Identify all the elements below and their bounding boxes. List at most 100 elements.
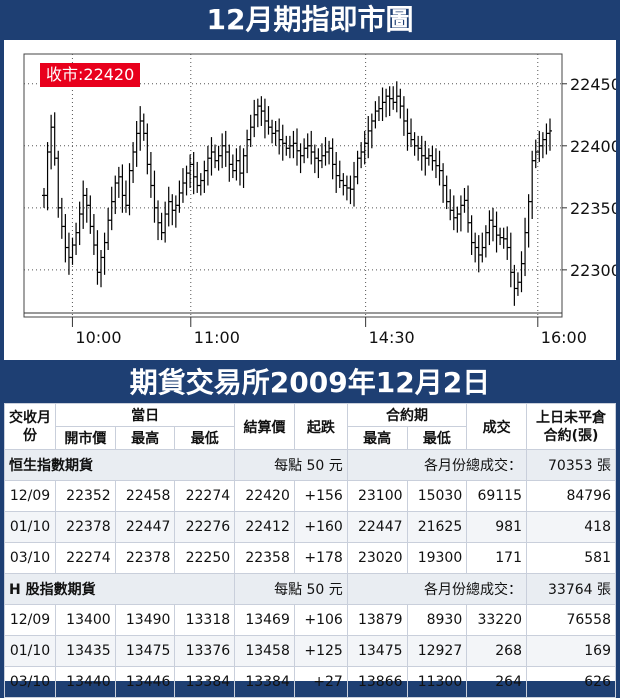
table-row: 03/10 13440 13446 13384 13384 +27 13866 11300 26… [4,666,616,698]
section-row: H 股指數期貨 每點 50 元各月份總成交： 33764 張 [3,573,616,605]
header-open-interest: 上日未平倉合約(張) [526,403,616,450]
table-cell: 23100 [346,480,408,512]
table-cell: 22250 [174,542,236,574]
table-row: 01/10 22378 22447 22276 22412 +160 22447 21625 9… [4,511,616,543]
table-cell: 13384 [174,666,236,698]
table-cell: 69115 [466,480,527,512]
header-contract-low: 最低 [406,426,468,450]
table-cell: 13435 [55,635,116,667]
section-row: 恒生指數期貨 每點 50 元各月份總成交： 70353 張 [3,449,616,481]
table-cell: +106 [293,604,348,636]
table-cell: 22274 [55,542,116,574]
table-cell: +125 [293,635,348,667]
table-cell: +27 [293,666,348,698]
chart-panel: 22450 22400 22350 22300 10:00 11:00 14:30 16:00… [4,40,616,360]
table-cell: 22358 [234,542,295,574]
table-cell: 13446 [114,666,176,698]
x-tick-label: 11:00 [194,328,240,347]
table-cell: 22412 [234,511,295,543]
header-contract-high: 最高 [346,426,408,450]
x-tick-label: 14:30 [369,328,415,347]
table-cell: 33220 [466,604,527,636]
table-cell: 264 [466,666,527,698]
table-cell: +178 [293,542,348,574]
table-cell: 12/09 [4,480,56,512]
table-cell: 626 [526,666,616,698]
table-cell: 22274 [174,480,236,512]
table-cell: 13458 [234,635,295,667]
section-point-value: 每點 50 元 [234,573,348,605]
y-tick-label: 22450 [570,75,616,94]
table-cell: 22447 [346,511,408,543]
header-settlement: 結算價 [234,403,295,450]
futures-table: 交收月份 當日 結算價 起跌 合約期 成交 上日未平倉合約(張) 開市價 最高 … [3,403,616,698]
header-contract-period: 合約期 [346,403,468,427]
table-cell: +160 [293,511,348,543]
close-price-label: 收市:22420 [40,63,141,87]
table-body: 恒生指數期貨 每點 50 元各月份總成交： 70353 張 12/09 22352 224… [3,449,616,698]
header-today: 當日 [54,403,236,427]
intraday-chart: 22450 22400 22350 22300 10:00 11:00 14:30 16:00 [23,53,616,347]
header-change: 起跌 [293,403,348,450]
y-tick-label: 22350 [570,199,616,218]
table-cell: 23020 [346,542,408,574]
header-low: 最低 [174,426,236,450]
section-total-value: 70353 張 [526,449,616,481]
table-cell: 13490 [114,604,176,636]
section-name: 恒生指數期貨 [3,449,236,481]
table-cell: 13475 [346,635,408,667]
table-cell: 12927 [406,635,468,667]
header-open: 開市價 [55,426,116,450]
table-row: 12/09 13400 13490 13318 13469 +106 13879 8930 33… [4,604,616,636]
y-tick-label: 22400 [570,137,616,156]
table-cell: 268 [466,635,527,667]
section-total-value: 33764 張 [526,573,616,605]
table-title: 期貨交易所2009年12月2日 [129,366,491,399]
table-cell: 22352 [55,480,116,512]
y-tick-label: 22300 [570,261,616,280]
table-row: 03/10 22274 22378 22250 22358 +178 23020 19300 1… [4,542,616,574]
table-cell: 418 [526,511,616,543]
table-cell: 84796 [526,480,616,512]
table-cell: 8930 [406,604,468,636]
table-cell: 22458 [114,480,176,512]
table-cell: 581 [526,542,616,574]
table-cell: 13440 [55,666,116,698]
table-cell: 01/10 [4,511,56,543]
header-volume: 成交 [466,403,527,450]
table-cell: 76558 [526,604,616,636]
table-cell: +156 [293,480,348,512]
table-cell: 13879 [346,604,408,636]
table-cell: 22420 [234,480,295,512]
futures-table-panel: 交收月份 當日 結算價 起跌 合約期 成交 上日未平倉合約(張) 開市價 最高 … [3,403,616,698]
table-cell: 03/10 [4,542,56,574]
section-name: H 股指數期貨 [3,573,236,605]
table-cell: 21625 [406,511,468,543]
table-cell: 01/10 [4,635,56,667]
table-cell: 22276 [174,511,236,543]
table-cell: 169 [526,635,616,667]
table-row: 01/10 13435 13475 13376 13458 +125 13475 12927 2… [4,635,616,667]
table-cell: 03/10 [4,666,56,698]
table-cell: 171 [466,542,527,574]
table-cell: 19300 [406,542,468,574]
table-cell: 13866 [346,666,408,698]
table-cell: 13400 [55,604,116,636]
header-high: 最高 [114,426,176,450]
table-cell: 13475 [114,635,176,667]
table-cell: 13318 [174,604,236,636]
table-cell: 22378 [114,542,176,574]
table-cell: 981 [466,511,527,543]
plot-area [23,53,563,318]
chart-title: 12月期指即市圖 [206,3,414,36]
table-cell: 13469 [234,604,295,636]
table-cell: 13376 [174,635,236,667]
x-tick-label: 16:00 [541,328,587,347]
x-tick-label: 10:00 [75,328,121,347]
section-point-value: 每點 50 元 [234,449,348,481]
header-contract-month: 交收月份 [4,403,56,450]
table-cell: 12/09 [4,604,56,636]
table-cell: 13384 [234,666,295,698]
table-cell: 11300 [406,666,468,698]
table-row: 12/09 22352 22458 22274 22420 +156 23100 15030 6… [4,480,616,512]
